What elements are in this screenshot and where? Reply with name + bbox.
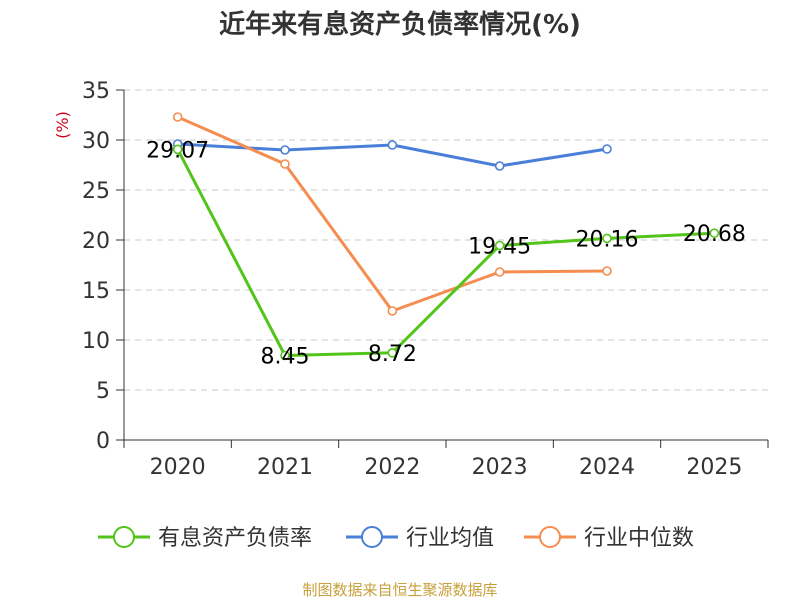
y-tick-label: 30 — [82, 129, 110, 154]
data-label: 20.16 — [576, 227, 639, 252]
data-labels: 29.07 8.45 8.72 19.45 20.16 20.68 — [146, 138, 746, 369]
series-2-point — [172, 112, 183, 122]
legend-marker — [539, 526, 561, 548]
series-0-point — [494, 240, 505, 251]
legend: 有息资产负债率 行业均值 行业中位数 — [98, 526, 694, 551]
series-1-point — [280, 145, 290, 155]
series-0-point — [602, 233, 612, 244]
data-label: 29.07 — [146, 138, 209, 163]
y-tick-label: 0 — [96, 429, 110, 454]
series-line-0 — [176, 148, 715, 357]
x-tick-label-2023: 2023 — [472, 455, 528, 480]
legend-label: 有息资产负债率 — [158, 526, 312, 551]
series-1-point — [387, 140, 398, 150]
x-tick-label-2024: 2024 — [579, 455, 635, 480]
series-0-point — [280, 350, 290, 361]
y-tick-label: 15 — [82, 279, 110, 304]
data-label: 19.45 — [468, 235, 531, 260]
series-2-point — [387, 306, 398, 316]
x-tick-label-2022: 2022 — [364, 455, 420, 480]
series-layer — [172, 112, 720, 361]
x-tick-label-2020: 2020 — [150, 455, 206, 480]
y-tick-label: 5 — [96, 379, 110, 404]
series-2-point — [602, 266, 612, 276]
legend-label: 行业均值 — [406, 526, 494, 551]
legend-marker — [113, 526, 135, 548]
y-tick-label: 20 — [82, 229, 110, 254]
y-tick-label: 35 — [82, 79, 110, 104]
y-tick-label: 25 — [82, 179, 110, 204]
x-tick-label-2021: 2021 — [257, 455, 313, 480]
series-1-point — [494, 161, 505, 171]
legend-item-1: 行业均值 — [346, 526, 494, 551]
series-0-point — [172, 144, 183, 155]
legend-item-0: 有息资产负债率 — [98, 526, 312, 551]
legend-item-2: 行业中位数 — [524, 526, 694, 551]
series-0-point — [709, 228, 720, 238]
legend-label: 行业中位数 — [584, 526, 694, 551]
series-2-point — [494, 267, 505, 277]
y-tick-label: 10 — [82, 329, 110, 354]
series-2-point — [280, 159, 290, 169]
legend-marker — [361, 526, 383, 548]
data-label: 20.68 — [683, 222, 746, 247]
data-label: 8.45 — [261, 345, 310, 370]
chart-title: 近年来有息资产负债率情况(%) — [219, 9, 581, 40]
data-label: 8.72 — [368, 342, 417, 367]
source-note: 制图数据来自恒生聚源数据库 — [302, 581, 497, 599]
x-tick-label-2025: 2025 — [686, 455, 742, 480]
y-axis-unit-label: (%) — [53, 111, 72, 139]
series-0-point — [387, 347, 398, 358]
series-1-point — [602, 144, 612, 154]
